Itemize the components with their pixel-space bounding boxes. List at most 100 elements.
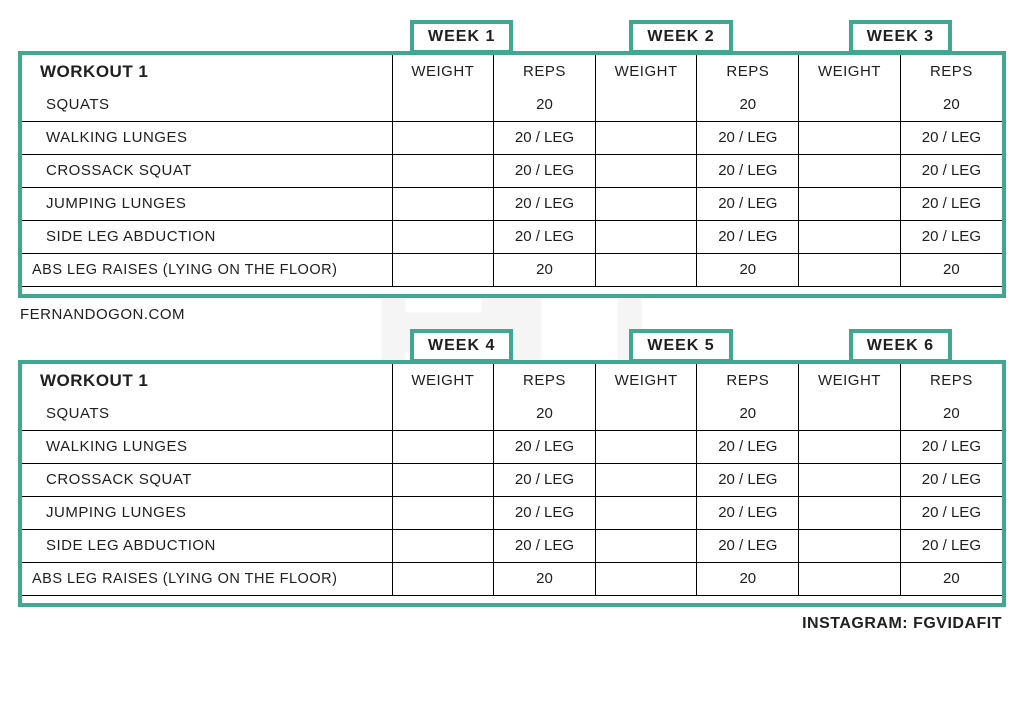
table-row: CROSSACK SQUAT20 / LEG20 / LEG20 / LEG [22, 154, 1002, 187]
reps-cell: 20 / LEG [900, 529, 1002, 562]
table-row: ABS LEG RAISES (LYING ON THE FLOOR) 20 20 2… [22, 562, 1002, 595]
reps-cell: 20 [494, 562, 596, 595]
weight-cell[interactable] [392, 496, 494, 529]
exercise-name: SQUATS [22, 88, 392, 121]
reps-cell: 20 / LEG [900, 187, 1002, 220]
weight-cell[interactable] [799, 562, 901, 595]
weight-cell[interactable] [392, 121, 494, 154]
weight-cell[interactable] [392, 463, 494, 496]
col-reps: REPS [900, 364, 1002, 397]
reps-cell: 20 [697, 88, 799, 121]
col-reps: REPS [697, 364, 799, 397]
weight-cell[interactable] [595, 253, 697, 286]
table-row: ABS LEG RAISES (LYING ON THE FLOOR)20202… [22, 253, 1002, 286]
weight-cell[interactable] [799, 463, 901, 496]
col-weight: WEIGHT [392, 364, 494, 397]
reps-cell: 20 / LEG [494, 430, 596, 463]
table-row: SQUATS202020 [22, 397, 1002, 430]
workout-block-1: WEEK 1 WEEK 2 WEEK 3 WORKOUT 1 WEIGHT RE… [18, 20, 1006, 298]
table-body: SQUATS202020WALKING LUNGES20 / LEG20 / L… [22, 397, 1002, 595]
weight-cell[interactable] [799, 430, 901, 463]
exercise-name: WALKING LUNGES [22, 121, 392, 154]
reps-cell: 20 / LEG [900, 430, 1002, 463]
weight-cell[interactable] [595, 529, 697, 562]
workout-title: WORKOUT 1 [22, 55, 392, 88]
reps-cell: 20 / LEG [697, 154, 799, 187]
weight-cell[interactable] [392, 253, 494, 286]
weight-cell[interactable] [595, 562, 697, 595]
reps-cell: 20 [494, 397, 596, 430]
weight-cell[interactable] [595, 463, 697, 496]
weight-cell[interactable] [392, 562, 494, 595]
workout-table: WORKOUT 1 WEIGHT REPS WEIGHT REPS WEIGHT… [22, 364, 1002, 595]
weight-cell[interactable] [595, 496, 697, 529]
col-weight: WEIGHT [799, 55, 901, 88]
weight-cell[interactable] [799, 496, 901, 529]
reps-cell: 20 [900, 562, 1002, 595]
weight-cell[interactable] [392, 397, 494, 430]
reps-cell: 20 / LEG [494, 463, 596, 496]
reps-cell: 20 / LEG [494, 121, 596, 154]
workout-table-frame: WORKOUT 1 WEIGHT REPS WEIGHT REPS WEIGHT… [18, 51, 1006, 298]
weight-cell[interactable] [595, 187, 697, 220]
reps-cell: 20 [494, 88, 596, 121]
reps-cell: 20 [900, 253, 1002, 286]
reps-cell: 20 [900, 88, 1002, 121]
weight-cell[interactable] [799, 88, 901, 121]
exercise-name: CROSSACK SQUAT [22, 154, 392, 187]
exercise-name: ABS LEG RAISES (LYING ON THE FLOOR) [22, 562, 392, 595]
weight-cell[interactable] [595, 121, 697, 154]
exercise-name: SIDE LEG ABDUCTION [22, 529, 392, 562]
reps-cell: 20 / LEG [697, 187, 799, 220]
weight-cell[interactable] [392, 529, 494, 562]
table-row: WALKING LUNGES20 / LEG20 / LEG20 / LEG [22, 121, 1002, 154]
week-tab: WEEK 6 [849, 329, 952, 363]
weight-cell[interactable] [595, 88, 697, 121]
weight-cell[interactable] [392, 430, 494, 463]
exercise-name: SIDE LEG ABDUCTION [22, 220, 392, 253]
weight-cell[interactable] [392, 220, 494, 253]
table-header-row: WORKOUT 1 WEIGHT REPS WEIGHT REPS WEIGHT… [22, 364, 1002, 397]
weight-cell[interactable] [595, 154, 697, 187]
weight-cell[interactable] [799, 529, 901, 562]
col-reps: REPS [900, 55, 1002, 88]
week-tab: WEEK 4 [410, 329, 513, 363]
reps-cell: 20 / LEG [494, 220, 596, 253]
weight-cell[interactable] [392, 187, 494, 220]
weight-cell[interactable] [595, 397, 697, 430]
table-row: SIDE LEG ABDUCTION20 / LEG20 / LEG20 / L… [22, 220, 1002, 253]
weight-cell[interactable] [799, 121, 901, 154]
weight-cell[interactable] [392, 154, 494, 187]
week-tab: WEEK 2 [629, 20, 732, 54]
weight-cell[interactable] [799, 220, 901, 253]
reps-cell: 20 / LEG [900, 154, 1002, 187]
weight-cell[interactable] [799, 253, 901, 286]
reps-cell: 20 / LEG [697, 430, 799, 463]
reps-cell: 20 / LEG [900, 220, 1002, 253]
weight-cell[interactable] [595, 430, 697, 463]
weight-cell[interactable] [799, 154, 901, 187]
table-body: SQUATS202020WALKING LUNGES20 / LEG20 / L… [22, 88, 1002, 286]
reps-cell: 20 / LEG [494, 529, 596, 562]
weight-cell[interactable] [799, 397, 901, 430]
reps-cell: 20 [697, 397, 799, 430]
col-weight: WEIGHT [392, 55, 494, 88]
weight-cell[interactable] [392, 88, 494, 121]
weight-cell[interactable] [799, 187, 901, 220]
reps-cell: 20 [697, 562, 799, 595]
reps-cell: 20 [697, 253, 799, 286]
week-tab: WEEK 1 [410, 20, 513, 54]
workout-title: WORKOUT 1 [22, 364, 392, 397]
reps-cell: 20 / LEG [697, 121, 799, 154]
week-tabs-row: WEEK 4 WEEK 5 WEEK 6 [18, 329, 1006, 363]
col-weight: WEIGHT [595, 364, 697, 397]
reps-cell: 20 / LEG [697, 463, 799, 496]
col-weight: WEIGHT [799, 364, 901, 397]
exercise-name: ABS LEG RAISES (LYING ON THE FLOOR) [22, 253, 392, 286]
site-label: FERNANDOGON.COM [20, 306, 1006, 323]
col-reps: REPS [494, 364, 596, 397]
week-tabs-row: WEEK 1 WEEK 2 WEEK 3 [18, 20, 1006, 54]
table-footer-strip [22, 595, 1002, 603]
weight-cell[interactable] [595, 220, 697, 253]
reps-cell: 20 [900, 397, 1002, 430]
